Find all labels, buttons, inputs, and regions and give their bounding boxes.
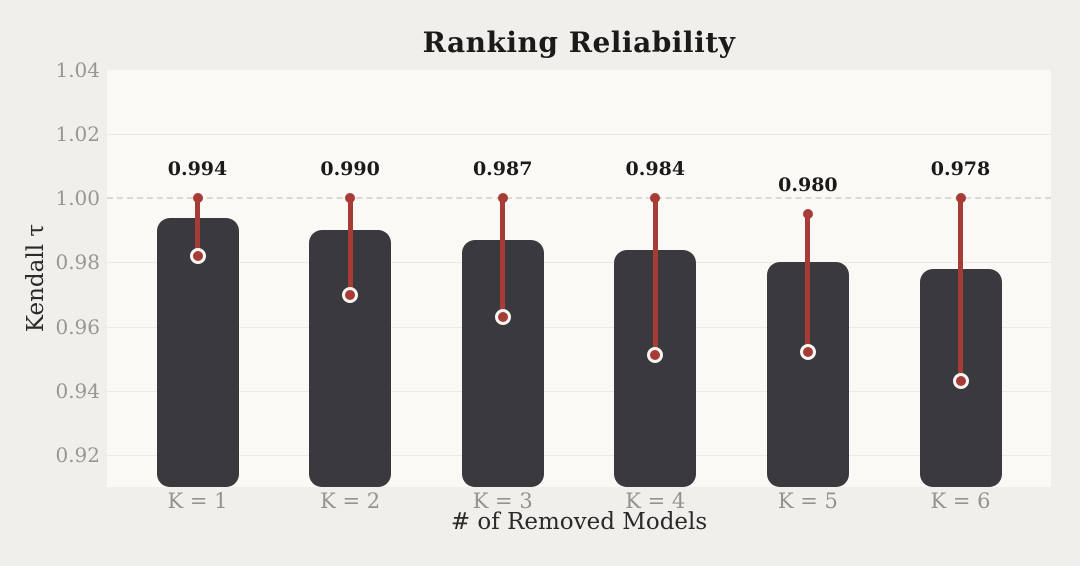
chart-title: Ranking Reliability [422,26,736,59]
y-tick-label: 0.96 [55,314,100,339]
error-whisker [805,214,811,353]
gridline [107,390,1051,392]
error-high-dot [650,193,661,204]
error-high-dot [497,193,508,204]
error-low-marker [952,373,969,390]
error-whisker [347,198,353,295]
gridline [107,326,1051,328]
x-tick-label: K = 1 [167,489,228,513]
y-tick-label: 0.98 [55,250,100,275]
x-tick-label: K = 6 [930,489,991,513]
bar-value-label: 0.984 [625,158,686,181]
x-tick-label: K = 3 [472,489,533,513]
x-tick-label: K = 4 [625,489,686,513]
gridline [107,134,1051,136]
y-tick-label: 1.04 [55,58,100,82]
y-tick-label: 1.00 [55,186,100,211]
x-tick-label: K = 2 [320,489,381,513]
error-low-marker [189,248,206,265]
plot-area: 0.994 0.990 0.987 0.984 0.980 0.978 [107,70,1051,487]
gridline [107,262,1051,264]
bar-value-label: 0.990 [320,158,380,181]
reference-gridline-1.00 [107,197,1051,200]
error-high-dot [802,209,813,220]
error-low-marker [342,286,359,303]
bar-value-label: 0.987 [472,158,533,181]
error-low-marker [494,308,511,325]
bar-value-label: 0.980 [778,174,838,197]
error-high-dot [955,193,966,204]
gridline [107,454,1051,456]
y-axis-title: Kendall τ [23,223,49,333]
error-whisker [195,198,200,257]
error-whisker [500,198,506,317]
y-tick-label: 1.02 [55,122,100,147]
x-tick-label: K = 5 [777,489,838,513]
error-low-marker [647,347,664,364]
y-tick-label: 0.94 [55,378,100,403]
error-whisker [958,198,963,382]
error-low-marker [799,344,816,361]
bar-value-label: 0.994 [167,158,228,181]
x-axis-title: # of Removed Models [450,509,708,535]
y-tick-label: 0.92 [55,442,100,467]
error-whisker [652,198,658,356]
error-high-dot [192,193,203,204]
bar-value-label: 0.978 [930,158,991,181]
error-high-dot [345,193,356,204]
